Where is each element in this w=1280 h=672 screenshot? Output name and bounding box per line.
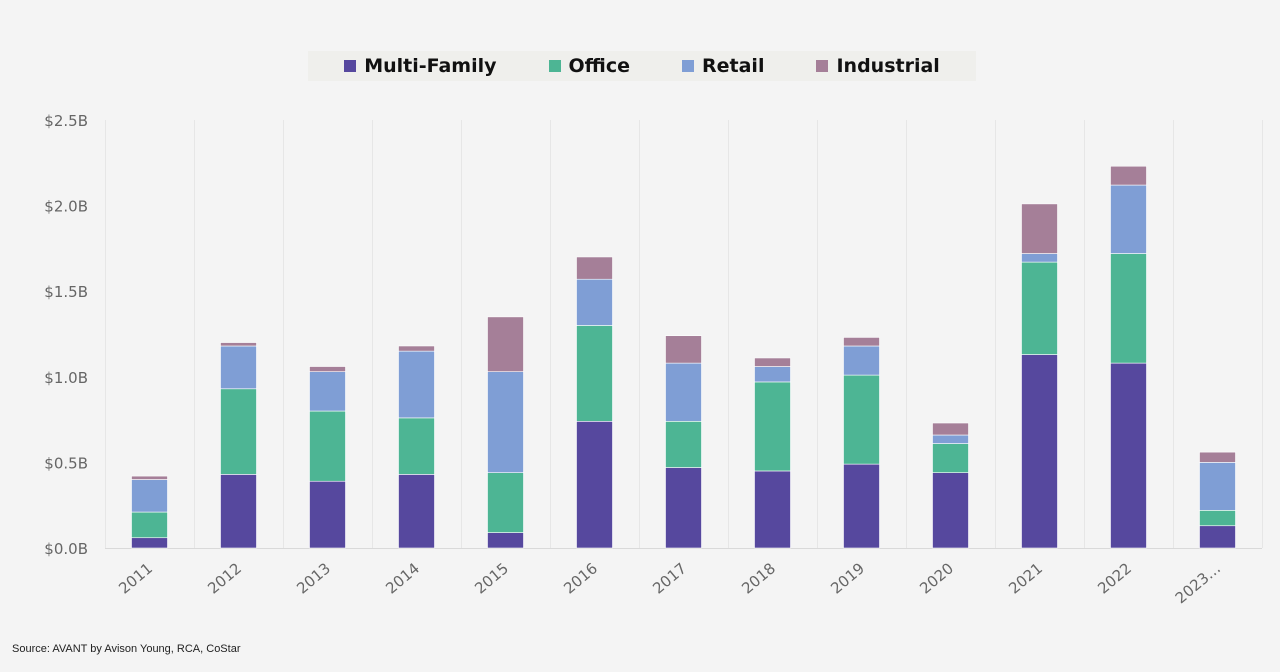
bar-segment-retail [932, 434, 969, 444]
bar-segment-retail [1199, 462, 1236, 511]
bar-segment-office [1021, 261, 1058, 355]
bar-segment-multi-family [932, 472, 969, 549]
bar-segment-retail [576, 278, 613, 326]
bar-segment-industrial [754, 357, 791, 367]
bar-segment-retail [220, 345, 257, 390]
y-tick-label: $1.5B [44, 283, 88, 301]
bar-segment-industrial [487, 316, 524, 372]
x-tick-label: 2018 [738, 559, 779, 597]
chart-legend: Multi-Family Office Retail Industrial [308, 51, 976, 81]
x-tick-label: 2019 [827, 559, 868, 597]
x-tick-label: 2011 [115, 559, 156, 597]
bar-segment-industrial [131, 475, 168, 480]
legend-swatch [682, 60, 695, 72]
bar-segment-multi-family [754, 470, 791, 549]
bar-segment-industrial [309, 366, 346, 372]
legend-item: Multi-Family [344, 55, 497, 77]
legend-label: Multi-Family [364, 55, 497, 77]
legend-swatch [344, 60, 357, 72]
bar-segment-multi-family [131, 537, 168, 549]
bar-segment-industrial [398, 345, 435, 352]
bar-segment-office [309, 410, 346, 482]
bar-segment-multi-family [1110, 362, 1147, 549]
bar-segment-industrial [932, 422, 969, 436]
bar-segment-multi-family [487, 532, 524, 549]
y-tick-label: $2.5B [44, 112, 88, 130]
bar-segment-retail [398, 350, 435, 419]
bar-segment-multi-family [398, 474, 435, 549]
bar-segment-office [398, 417, 435, 475]
x-tick-label: 2021 [1005, 559, 1046, 597]
legend-swatch [548, 60, 561, 72]
x-tick-label: 2015 [471, 559, 512, 597]
bar-segment-multi-family [1199, 525, 1236, 549]
bar-segment-multi-family [576, 421, 613, 549]
bar-segment-industrial [220, 342, 257, 347]
source-note: Source: AVANT by Avison Young, RCA, CoSt… [12, 643, 241, 655]
bar-segment-multi-family [1021, 354, 1058, 549]
y-tick-label: $0.0B [44, 540, 88, 558]
bar-segment-retail [754, 366, 791, 383]
x-tick-label: 2012 [204, 559, 245, 597]
bar-segment-industrial [576, 256, 613, 280]
bar-segment-office [1110, 253, 1147, 364]
x-tick-label: 2023… [1172, 559, 1224, 607]
bar-segment-office [220, 388, 257, 475]
legend-item: Industrial [816, 55, 940, 77]
legend-label: Industrial [836, 55, 940, 77]
bar-segment-multi-family [843, 463, 880, 549]
legend-item: Retail [682, 55, 764, 77]
x-tick-label: 2016 [560, 559, 601, 597]
bar-segment-office [131, 511, 168, 539]
legend-label: Office [568, 55, 631, 77]
bar-segment-industrial [843, 337, 880, 347]
bar-segment-office [487, 472, 524, 533]
y-tick-label: $2.0B [44, 198, 88, 216]
bar-segment-retail [665, 362, 702, 422]
bar-segment-industrial [1199, 451, 1236, 463]
x-tick-label: 2014 [382, 559, 423, 597]
bar-segment-retail [131, 479, 168, 513]
bar-segment-multi-family [220, 474, 257, 549]
bar-segment-industrial [1110, 165, 1147, 186]
bar-segment-retail [1110, 184, 1147, 254]
bar-segment-office [754, 381, 791, 472]
x-tick-label: 2020 [916, 559, 957, 597]
bar-segment-retail [487, 371, 524, 473]
bar-segment-multi-family [309, 480, 346, 549]
bar-segment-retail [309, 371, 346, 412]
legend-label: Retail [702, 55, 765, 77]
stacked-bar-chart: $0.0B $0.5B $1.0B $1.5B $2.0B $2.5B 2011 2012 20… [44, 112, 1263, 607]
x-tick-label: 2013 [293, 559, 334, 597]
legend-swatch [816, 60, 829, 72]
bar-segment-industrial [665, 335, 702, 364]
bar-segment-multi-family [665, 467, 702, 549]
bar-segment-retail [1021, 253, 1058, 263]
bar-segment-retail [843, 345, 880, 376]
bar-segment-office [932, 443, 969, 473]
bar-segment-office [576, 325, 613, 422]
bar-segment-industrial [1021, 203, 1058, 254]
bar-segment-office [665, 421, 702, 468]
y-tick-label: $1.0B [44, 369, 88, 387]
x-tick-label: 2022 [1094, 559, 1135, 597]
bar-segment-office [843, 374, 880, 465]
bar-segment-office [1199, 510, 1236, 527]
y-tick-label: $0.5B [44, 454, 88, 472]
x-tick-label: 2017 [649, 559, 690, 597]
legend-item: Office [548, 55, 631, 77]
